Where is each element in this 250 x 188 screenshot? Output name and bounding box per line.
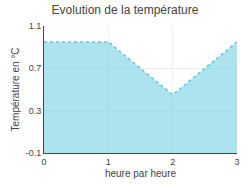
svg-text:Evolution de la température: Evolution de la température	[52, 3, 199, 17]
svg-text:3: 3	[234, 157, 239, 167]
svg-text:0: 0	[41, 157, 46, 167]
svg-text:heure par heure: heure par heure	[105, 168, 177, 179]
svg-text:1.1: 1.1	[29, 21, 42, 31]
svg-text:0.7: 0.7	[29, 63, 42, 73]
svg-text:1: 1	[106, 157, 111, 167]
svg-text:0.3: 0.3	[29, 106, 42, 116]
svg-text:-0.1: -0.1	[26, 148, 42, 158]
svg-text:2: 2	[170, 157, 175, 167]
svg-text:Température en °C: Température en °C	[10, 47, 21, 131]
